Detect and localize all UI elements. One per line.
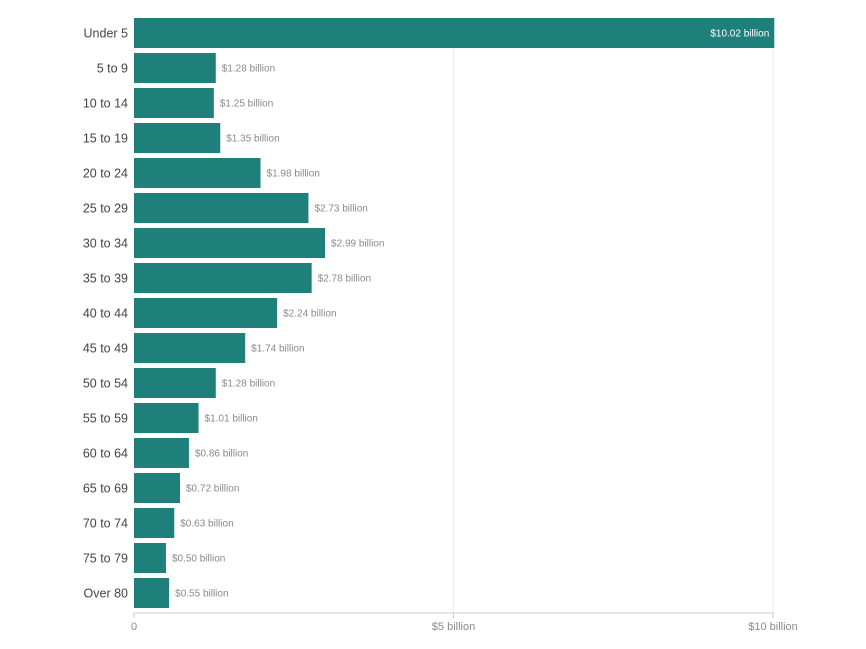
value-labels: $10.02 billion $1.28 billion $1.25 billion… xyxy=(172,29,769,600)
bar-8 xyxy=(134,298,278,328)
category-label-6: 30 to 34 xyxy=(83,237,128,251)
value-label-10: $1.28 billion xyxy=(222,379,275,390)
category-labels: Under 5 5 to 9 10 to 14 15 to 19 20 to 24 25 … xyxy=(83,27,128,601)
value-label-6: $2.99 billion xyxy=(331,239,384,250)
value-label-5: $2.73 billion xyxy=(314,204,367,215)
bars xyxy=(134,18,775,608)
x-tick-label-1: $5 billion xyxy=(432,621,475,633)
bar-15 xyxy=(134,543,166,573)
category-label-2: 10 to 14 xyxy=(83,97,128,111)
category-label-10: 50 to 54 xyxy=(83,377,128,391)
value-label-8: $2.24 billion xyxy=(283,309,336,320)
category-label-0: Under 5 xyxy=(84,27,129,41)
category-label-1: 5 to 9 xyxy=(97,62,128,76)
value-label-14: $0.63 billion xyxy=(180,519,233,530)
category-label-13: 65 to 69 xyxy=(83,482,128,496)
category-label-7: 35 to 39 xyxy=(83,272,128,286)
value-label-15: $0.50 billion xyxy=(172,554,225,565)
bar-0 xyxy=(134,18,775,48)
bar-2 xyxy=(134,88,214,118)
bar-11 xyxy=(134,403,199,433)
bar-14 xyxy=(134,508,175,538)
x-axis: 0 $5 billion $10 billion xyxy=(131,612,798,633)
value-label-4: $1.98 billion xyxy=(267,169,320,180)
bar-9 xyxy=(134,333,246,363)
value-label-9: $1.74 billion xyxy=(251,344,304,355)
category-label-11: 55 to 59 xyxy=(83,412,128,426)
category-label-12: 60 to 64 xyxy=(83,447,128,461)
bar-10 xyxy=(134,368,216,398)
grid xyxy=(453,18,774,613)
value-label-7: $2.78 billion xyxy=(318,274,371,285)
x-tick-label-2: $10 billion xyxy=(748,621,798,633)
bar-5 xyxy=(134,193,309,223)
value-label-2: $1.25 billion xyxy=(220,99,273,110)
value-label-12: $0.86 billion xyxy=(195,449,248,460)
bar-3 xyxy=(134,123,221,153)
category-label-5: 25 to 29 xyxy=(83,202,128,216)
value-label-1: $1.28 billion xyxy=(222,64,275,75)
bar-7 xyxy=(134,263,312,293)
bar-16 xyxy=(134,578,170,608)
value-label-11: $1.01 billion xyxy=(205,414,258,425)
value-label-0: $10.02 billion xyxy=(710,29,769,40)
value-label-13: $0.72 billion xyxy=(186,484,239,495)
category-label-3: 15 to 19 xyxy=(83,132,128,146)
category-label-14: 70 to 74 xyxy=(83,517,128,531)
x-tick-label-0: 0 xyxy=(131,621,137,633)
bar-1 xyxy=(134,53,216,83)
bar-6 xyxy=(134,228,326,258)
category-label-8: 40 to 44 xyxy=(83,307,128,321)
bar-13 xyxy=(134,473,181,503)
bar-4 xyxy=(134,158,261,188)
value-label-16: $0.55 billion xyxy=(175,589,228,600)
bar-12 xyxy=(134,438,189,468)
value-label-3: $1.35 billion xyxy=(226,134,279,145)
category-label-16: Over 80 xyxy=(84,587,129,601)
category-label-4: 20 to 24 xyxy=(83,167,128,181)
category-label-15: 75 to 79 xyxy=(83,552,128,566)
category-label-9: 45 to 49 xyxy=(83,342,128,356)
